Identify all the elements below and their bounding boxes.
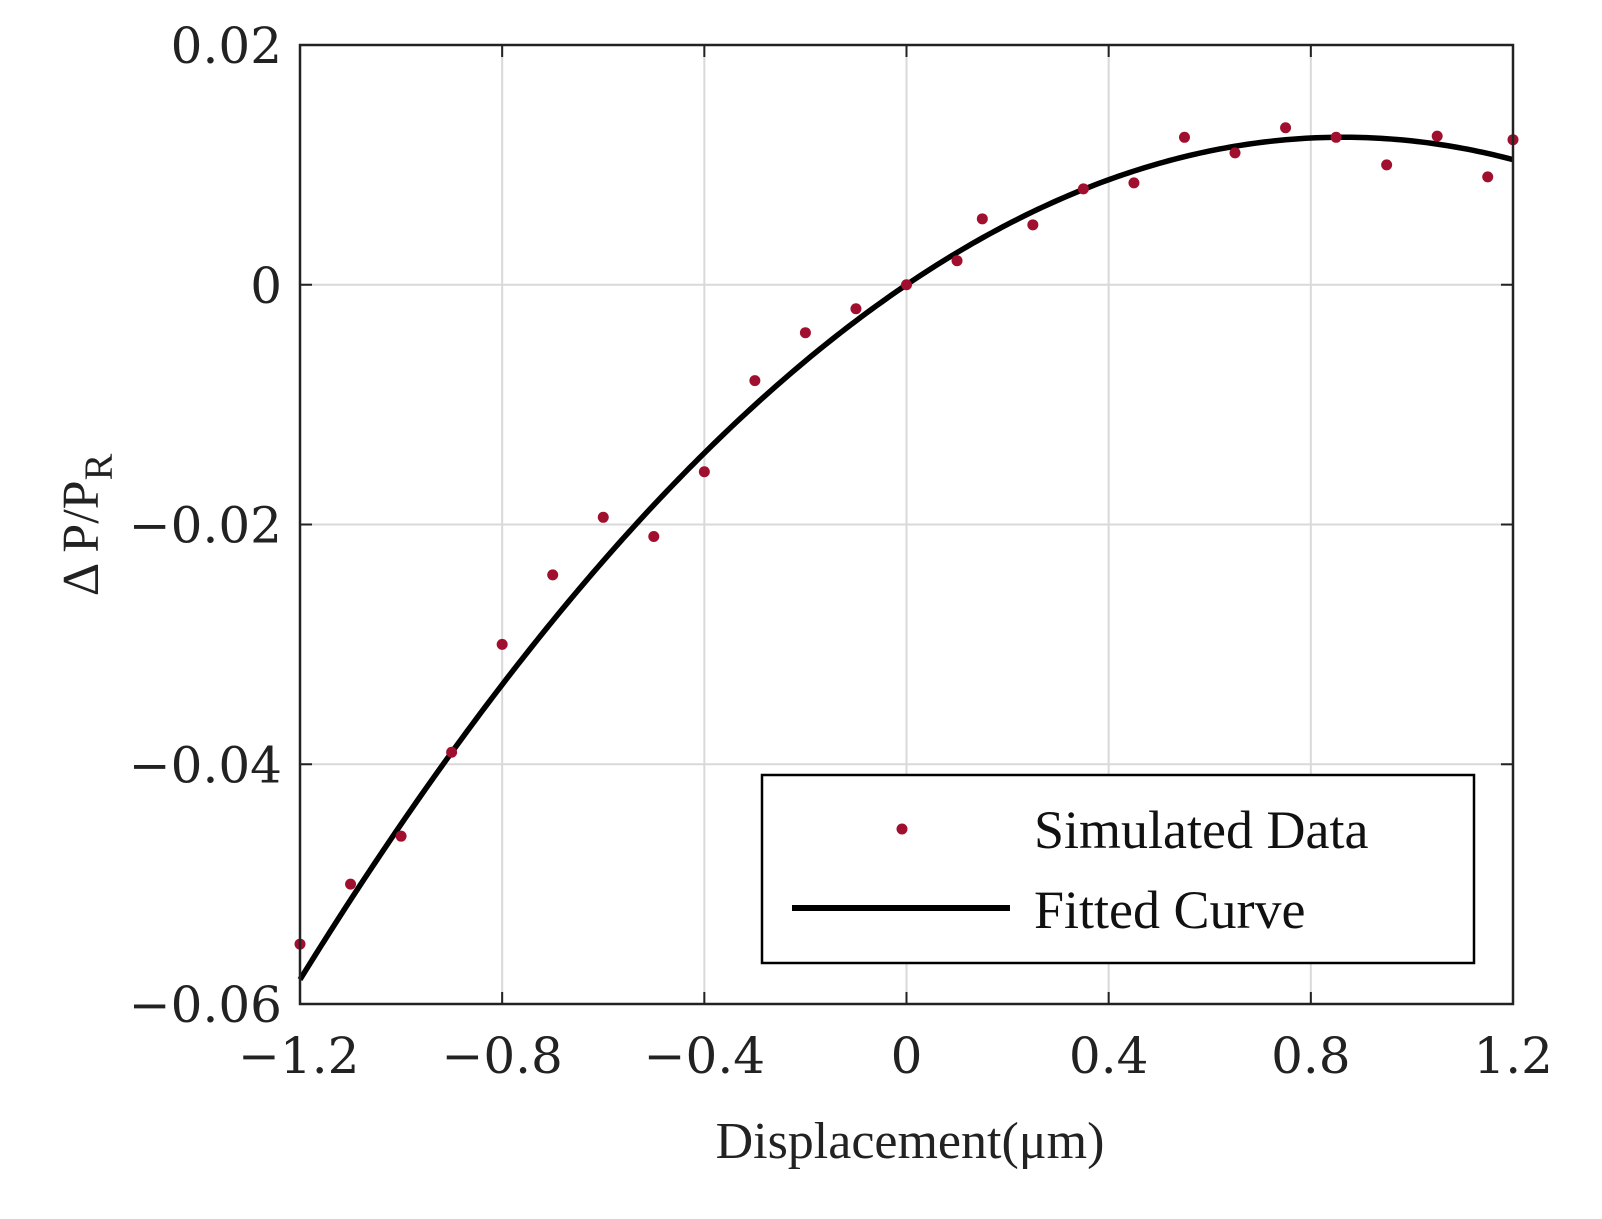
scatter-point — [1330, 131, 1342, 143]
x-tick-label: 0.8 — [1271, 1027, 1351, 1085]
scatter-point — [547, 569, 559, 581]
x-tick-label: −0.8 — [441, 1027, 562, 1085]
scatter-point — [901, 279, 912, 291]
legend: Simulated Data Fitted Curve — [760, 773, 1476, 965]
scatter-point — [1381, 159, 1393, 171]
scatter-point — [496, 638, 508, 650]
x-tick-label: 0 — [891, 1027, 923, 1085]
y-tick-labels: 0.02 0 −0.02 −0.04 −0.06 — [129, 17, 282, 1034]
x-tick-label: 0.4 — [1069, 1027, 1149, 1085]
legend-box — [760, 773, 1476, 965]
scatter-point — [951, 255, 963, 267]
scatter-point — [597, 511, 609, 523]
legend-label-fitted-curve: Fitted Curve — [1034, 880, 1305, 940]
plot-area-frame — [298, 43, 1515, 1006]
scatter-point — [1027, 219, 1039, 231]
scatter-point — [976, 213, 988, 225]
x-tick-label: −0.4 — [644, 1027, 765, 1085]
y-axis-title-subscript: R — [76, 453, 121, 480]
x-tick-labels: −1.2 −0.8 −0.4 0 0.4 0.8 1.2 — [238, 1027, 1553, 1085]
y-tick-label: −0.04 — [129, 736, 282, 794]
scatter-point — [1077, 183, 1089, 195]
scatter-point — [345, 878, 357, 890]
y-tick-label: 0 — [250, 257, 282, 315]
scatter-points — [294, 122, 1519, 950]
scatter-point — [446, 746, 458, 758]
scatter-point — [1178, 131, 1190, 143]
scatter-point — [1482, 171, 1494, 183]
legend-label-simulated-data: Simulated Data — [1034, 800, 1368, 860]
scatter-point — [1229, 147, 1241, 159]
scatter-point — [1128, 177, 1140, 189]
scatter-point — [799, 327, 811, 339]
x-tick-label: 1.2 — [1473, 1027, 1553, 1085]
scatter-point — [648, 530, 660, 542]
x-axis-title: Displacement(μm) — [716, 1113, 1105, 1170]
scatter-point — [1280, 122, 1292, 134]
scatter-point — [698, 466, 710, 478]
y-tick-label: −0.02 — [129, 497, 282, 555]
y-axis-title: Δ P/PR — [53, 453, 121, 596]
y-tick-label: 0.02 — [171, 17, 282, 75]
axes — [298, 43, 1515, 1006]
scatter-point — [395, 830, 407, 842]
x-tick-label: −1.2 — [238, 1027, 359, 1085]
legend-scatter-marker — [896, 823, 908, 835]
y-axis-title-main: Δ P/P — [53, 480, 110, 596]
scatter-point — [1431, 130, 1443, 142]
scatter-point — [850, 303, 862, 315]
scatter-point — [749, 375, 761, 387]
y-tick-label: −0.06 — [129, 976, 282, 1034]
